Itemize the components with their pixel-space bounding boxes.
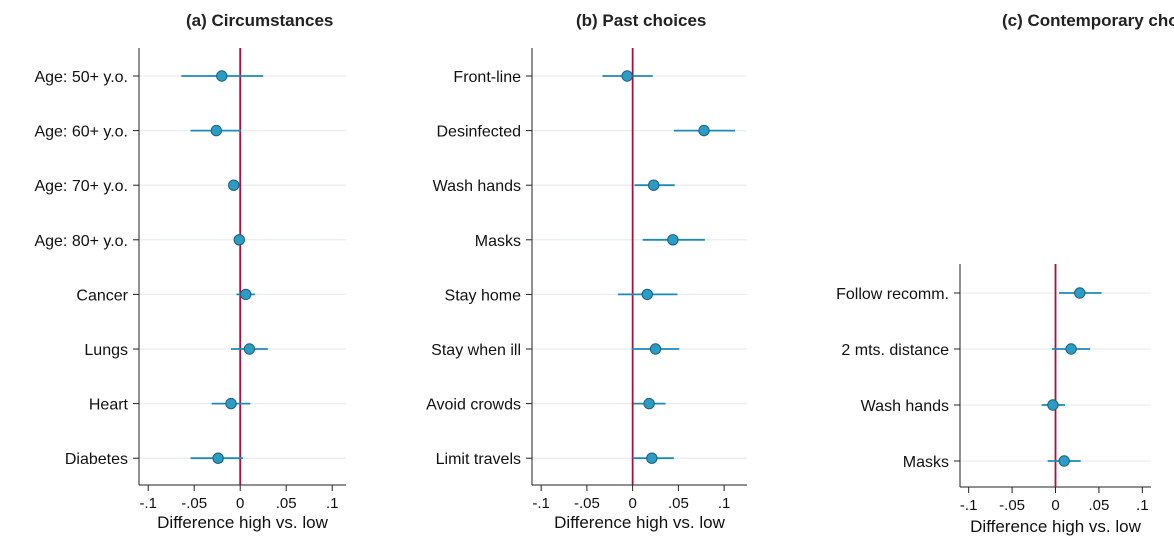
point-estimate — [233, 234, 245, 246]
y-tick-label: Cancer — [76, 287, 128, 304]
panel-title: (b) Past choices — [576, 11, 706, 30]
y-tick-label: Desinfected — [437, 124, 522, 141]
x-tick-label: 0 — [1051, 497, 1059, 514]
point-estimate — [643, 397, 655, 410]
x-axis-label: Difference high vs. low — [554, 513, 725, 532]
x-tick-label: -.1 — [532, 495, 550, 512]
y-tick-label: Stay when ill — [431, 342, 521, 359]
x-tick-label: .05 — [276, 495, 297, 512]
x-tick-label: 0 — [628, 495, 636, 512]
panel-2: (b) Past choices Front-line Desinfected Was… — [426, 11, 747, 532]
point-estimate — [698, 124, 710, 137]
x-tick-label: .05 — [1088, 497, 1109, 514]
x-tick-label: -.1 — [960, 497, 978, 514]
y-tick-label: 2 mts. distance — [841, 342, 949, 359]
point-estimate — [1047, 399, 1059, 411]
y-tick-label: Diabetes — [65, 451, 128, 468]
y-tick-label: Age: 80+ y.o. — [34, 233, 128, 250]
y-tick-label: Masks — [475, 233, 521, 250]
x-tick-label: 0 — [236, 495, 244, 512]
y-tick-label: Wash hands — [433, 178, 521, 195]
point-estimate — [216, 70, 228, 82]
panel-title: (a) Circumstances — [186, 11, 333, 30]
point-estimate — [1058, 455, 1070, 467]
x-tick-label: -.05 — [999, 497, 1025, 514]
y-tick-label: Stay home — [445, 287, 522, 304]
point-estimate — [243, 343, 256, 355]
point-estimate — [228, 179, 240, 191]
y-tick-label: Front-line — [453, 69, 521, 86]
panel-3: (c) Contemporary choices Follow recomm. 2 … — [836, 11, 1174, 536]
x-axis-label: Difference high vs. low — [157, 513, 328, 532]
x-tick-label: .1 — [1136, 497, 1149, 514]
point-estimate — [647, 179, 660, 191]
point-estimate — [641, 288, 653, 301]
point-estimate — [212, 452, 224, 464]
y-tick-label: Follow recomm. — [836, 286, 949, 303]
x-tick-label: -.1 — [139, 495, 157, 512]
x-tick-label: .05 — [668, 495, 689, 512]
point-estimate — [667, 234, 679, 246]
point-estimate — [646, 452, 658, 464]
point-estimate — [225, 397, 237, 410]
y-tick-label: Avoid crowds — [426, 397, 521, 414]
y-tick-label: Heart — [89, 397, 129, 414]
panel-1: (a) Circumstances Age: 50+ y.o. Age: 60+ y… — [34, 11, 346, 532]
point-estimate — [1065, 343, 1077, 355]
x-tick-label: .1 — [718, 495, 731, 512]
x-tick-label: -.05 — [181, 495, 207, 512]
y-tick-label: Age: 60+ y.o. — [34, 124, 128, 141]
y-tick-label: Age: 70+ y.o. — [34, 178, 128, 195]
point-estimate — [240, 288, 252, 301]
point-estimate — [1074, 287, 1086, 299]
y-tick-label: Age: 50+ y.o. — [34, 69, 128, 86]
point-estimate — [210, 124, 222, 137]
y-tick-label: Wash hands — [861, 398, 949, 415]
point-estimate — [649, 343, 662, 355]
y-tick-label: Lungs — [84, 342, 128, 359]
point-estimate — [621, 70, 633, 82]
x-tick-label: -.05 — [574, 495, 600, 512]
y-tick-label: Limit travels — [436, 451, 521, 468]
y-tick-label: Masks — [903, 454, 949, 471]
panel-title: (c) Contemporary choices — [1002, 11, 1174, 30]
x-axis-label: Difference high vs. low — [970, 517, 1141, 536]
x-tick-label: .1 — [326, 495, 339, 512]
